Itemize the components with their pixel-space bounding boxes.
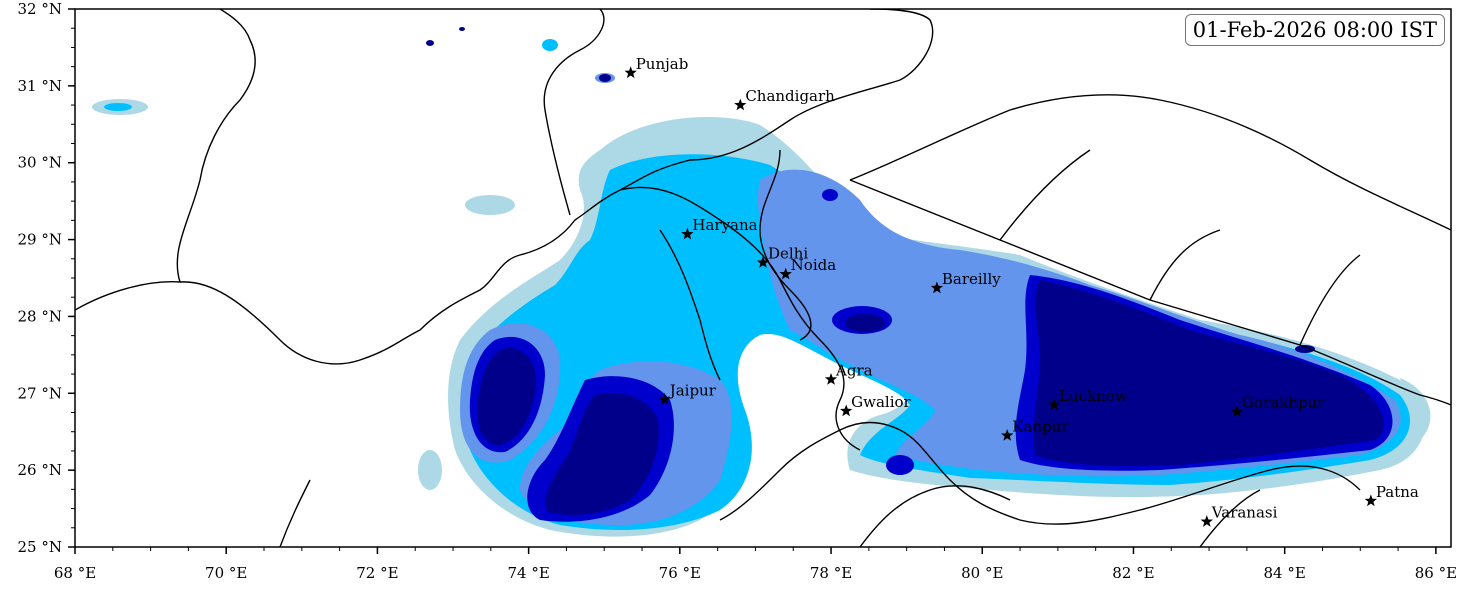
city-label: Agra (835, 361, 873, 379)
city-label: Varanasi (1211, 504, 1278, 522)
city-label: Punjab (636, 55, 689, 73)
city-star-icon (840, 404, 853, 417)
city-star-icon (681, 227, 694, 240)
city-label: Noida (791, 256, 837, 274)
timestamp-label: 01-Feb-2026 08:00 IST (1184, 14, 1445, 46)
city-star-icon (756, 256, 770, 268)
city-star-icon (658, 392, 671, 405)
city-label: Kanpur (1012, 418, 1069, 436)
city-star-icon (779, 267, 792, 280)
city-star-icon (930, 281, 944, 294)
y-tick-label: 30 °N (18, 154, 62, 172)
x-tick-label: 82 °E (1112, 564, 1154, 582)
x-tick-label: 74 °E (507, 564, 549, 582)
x-tick-label: 86 °E (1415, 564, 1457, 582)
city-label: Chandigarh (745, 87, 835, 105)
x-tick-label: 78 °E (810, 564, 852, 582)
axis-ticks: 68 °E 70 °E 72 °E 74 °E 76 °E 78 °E 80 °E 82 °E… (18, 0, 1458, 582)
precipitation-field (92, 27, 1431, 537)
y-tick-label: 27 °N (18, 384, 62, 402)
city-star-icon (1200, 515, 1213, 527)
x-tick-label: 68 °E (54, 564, 96, 582)
city-label: Delhi (768, 245, 808, 263)
precip-level-5 (426, 27, 1384, 515)
city-label: Jaipur (668, 381, 717, 399)
city-star-icon (1047, 398, 1061, 411)
y-tick-label: 32 °N (18, 0, 62, 18)
x-tick-label: 70 °E (205, 564, 247, 582)
x-tick-label: 72 °E (356, 564, 398, 582)
city-label: Patna (1376, 483, 1419, 501)
city-star-icon (624, 66, 637, 79)
x-tick-label: 80 °E (961, 564, 1003, 582)
city-label: Gwalior (851, 393, 911, 411)
city-label: Haryana (692, 216, 757, 234)
city-label: Bareilly (942, 270, 1001, 288)
y-tick-label: 29 °N (18, 231, 62, 249)
city-star-icon (1364, 494, 1377, 507)
y-tick-label: 25 °N (18, 538, 62, 556)
country-state-borders (75, 9, 1451, 547)
city-label: Lucknow (1059, 387, 1128, 405)
y-tick-label: 28 °N (18, 307, 62, 325)
city-star-icon (734, 98, 747, 111)
y-tick-label: 26 °N (18, 461, 62, 479)
city-star-icon (1001, 429, 1014, 441)
city-star-icon (1230, 405, 1244, 417)
city-label: Gorakhpur (1242, 394, 1325, 412)
city-star-icon (824, 373, 838, 385)
y-tick-label: 31 °N (18, 77, 62, 95)
x-tick-label: 84 °E (1264, 564, 1306, 582)
x-tick-label: 76 °E (659, 564, 701, 582)
